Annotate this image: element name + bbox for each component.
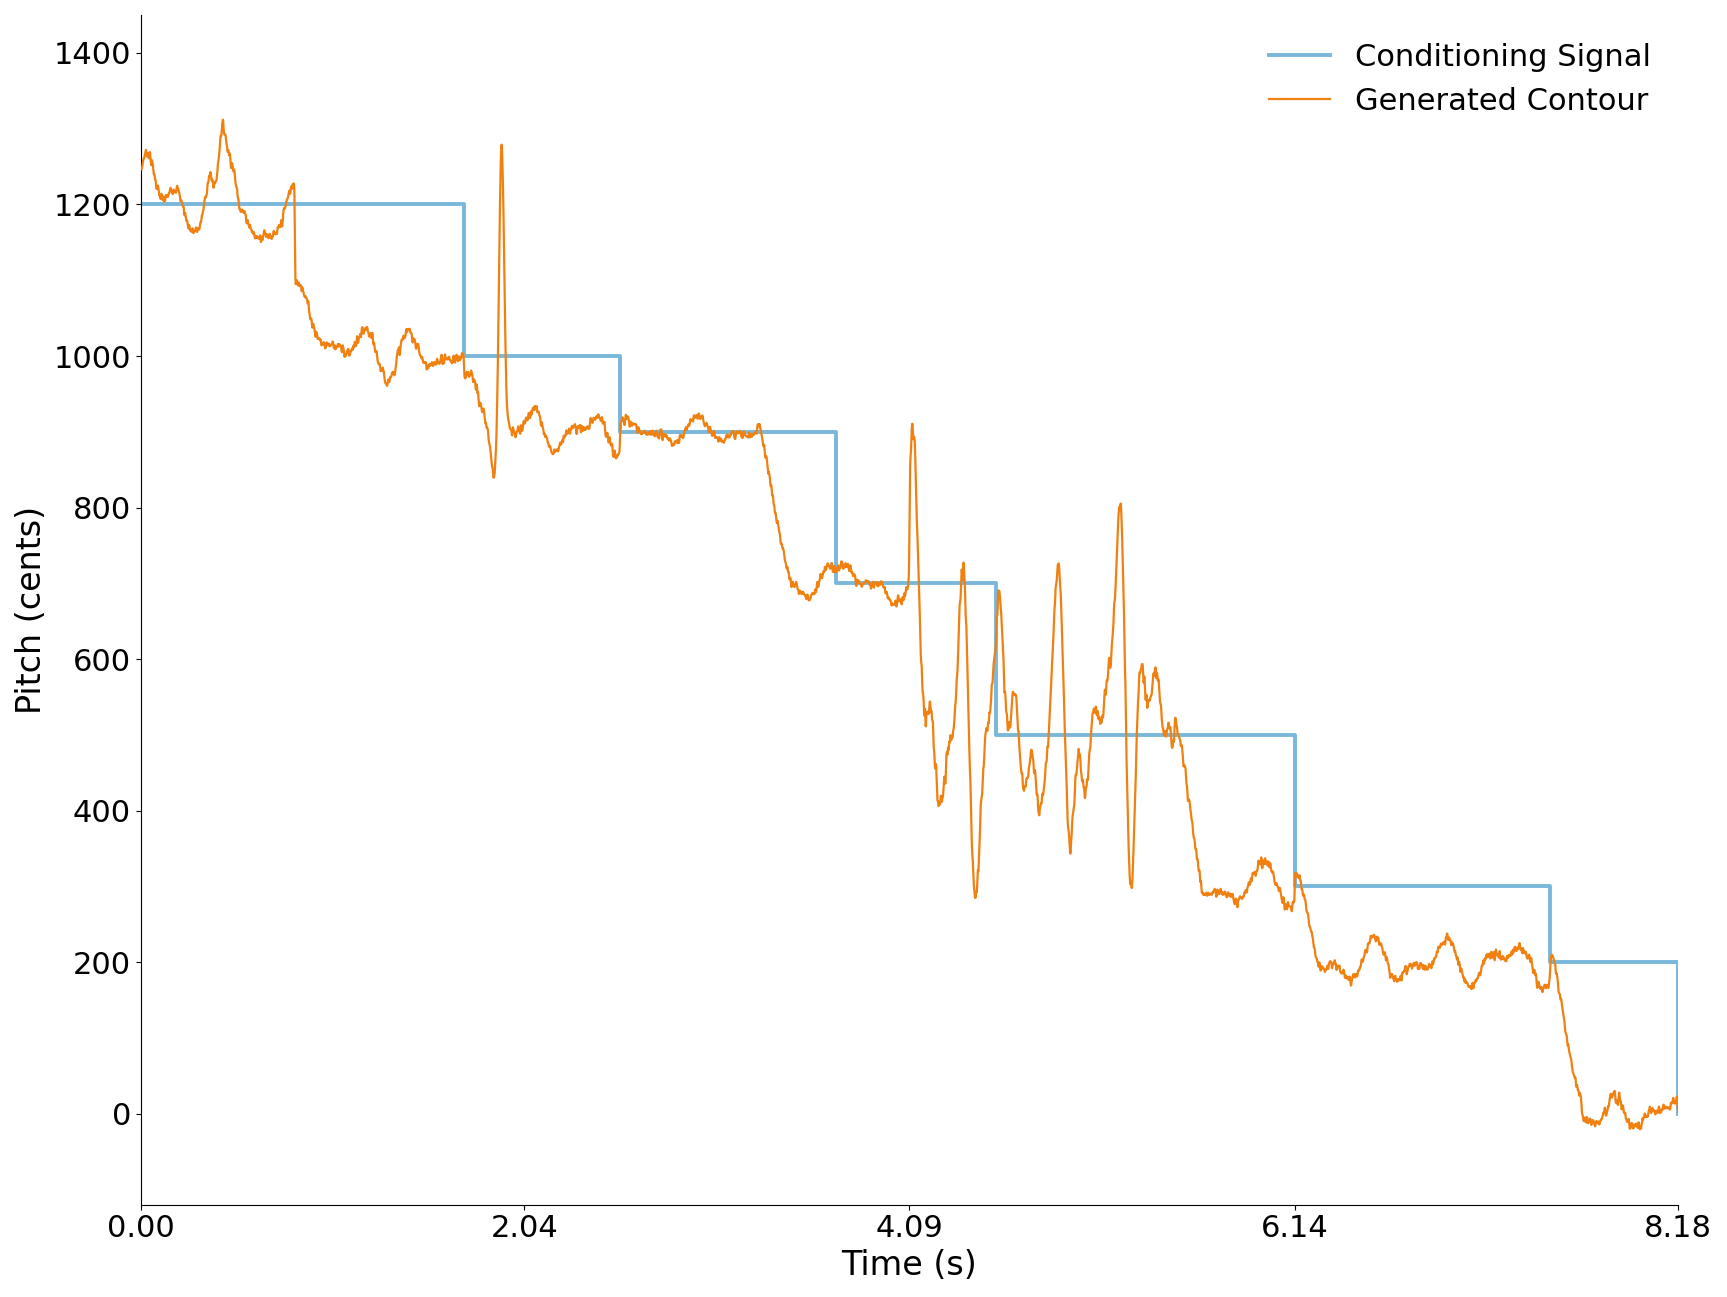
Generated Contour bbox=[140, 152, 161, 167]
Line: Generated Contour: Generated Contour bbox=[142, 119, 1679, 1130]
Conditioning Signal bbox=[900, 576, 920, 591]
Legend: Conditioning Signal, Generated Contour: Conditioning Signal, Generated Contour bbox=[1257, 30, 1663, 128]
Conditioning Signal bbox=[826, 576, 846, 591]
Line: Conditioning Signal: Conditioning Signal bbox=[142, 205, 1679, 1114]
Generated Contour bbox=[212, 112, 233, 127]
Generated Contour bbox=[1668, 1104, 1689, 1119]
Generated Contour bbox=[1492, 948, 1513, 964]
Generated Contour bbox=[1630, 1122, 1651, 1137]
Conditioning Signal bbox=[986, 728, 1007, 743]
Conditioning Signal bbox=[610, 424, 630, 440]
Conditioning Signal bbox=[746, 424, 767, 440]
Generated Contour bbox=[131, 161, 152, 176]
Generated Contour bbox=[1066, 769, 1086, 785]
Y-axis label: Pitch (cents): Pitch (cents) bbox=[16, 506, 48, 713]
Conditioning Signal bbox=[1668, 1106, 1689, 1122]
Conditioning Signal bbox=[454, 348, 475, 363]
Conditioning Signal bbox=[1164, 728, 1185, 743]
Conditioning Signal bbox=[285, 197, 306, 213]
Conditioning Signal bbox=[1540, 955, 1561, 970]
Conditioning Signal bbox=[131, 197, 152, 213]
X-axis label: Time (s): Time (s) bbox=[841, 1249, 977, 1281]
Conditioning Signal bbox=[1285, 878, 1306, 894]
Generated Contour bbox=[1195, 885, 1216, 900]
Generated Contour bbox=[781, 580, 801, 595]
Generated Contour bbox=[604, 446, 625, 462]
